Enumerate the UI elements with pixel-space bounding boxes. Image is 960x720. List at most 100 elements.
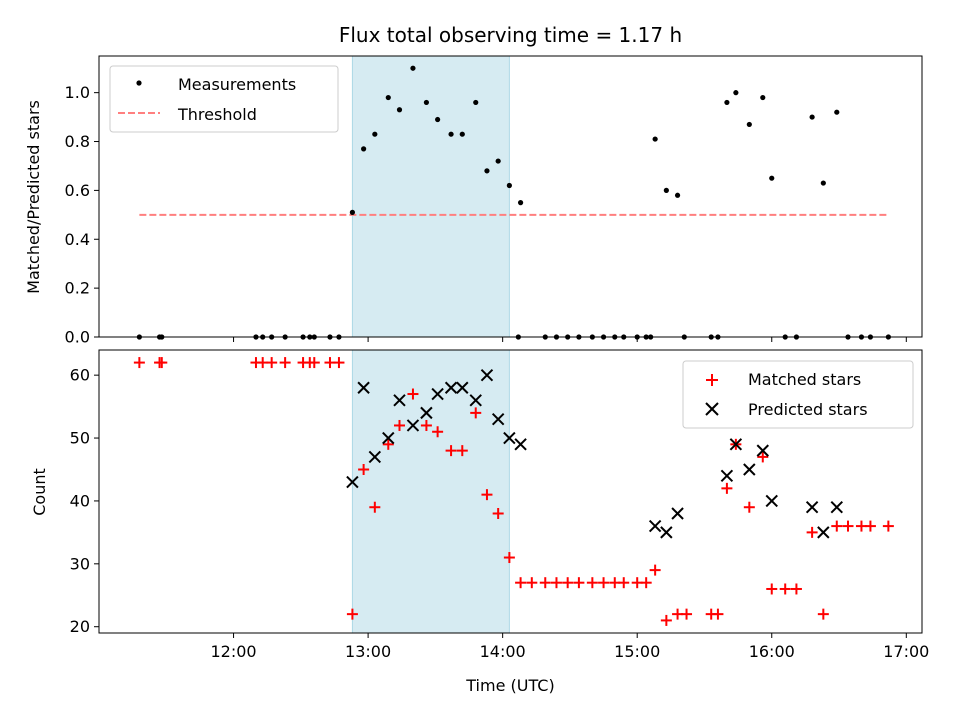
top-legend-box	[109, 65, 339, 133]
observing-span-top	[351, 55, 510, 338]
measurement-point	[760, 94, 766, 101]
matched-star-point	[279, 357, 291, 369]
y-tick-label: 0.8	[65, 132, 90, 151]
predicted-star-point	[420, 406, 433, 420]
predicted-star-point	[720, 469, 734, 482]
measurement-point	[733, 90, 739, 96]
matched-star-point	[407, 388, 419, 400]
bottom-x-ticks: 12:00 13:00 14:00 15:00 16:00 17:00	[210, 633, 929, 661]
measurement-point	[484, 168, 490, 174]
matched-star-point	[743, 501, 755, 513]
matched-star-point	[790, 583, 802, 595]
matched-star-point	[333, 357, 345, 369]
matched-star-point	[420, 419, 432, 431]
matched-star-point	[308, 357, 320, 369]
matched-star-point	[779, 583, 791, 595]
predicted-star-point	[648, 519, 662, 533]
y-tick-label: 0.6	[65, 181, 90, 200]
predicted-star-point	[346, 475, 359, 489]
predicted-star-point	[491, 412, 505, 426]
observing-span-band	[351, 349, 510, 634]
x-tick-label: 15:00	[614, 642, 660, 661]
predicted-star-point	[830, 501, 843, 514]
matched-star-point	[266, 357, 278, 369]
measurement-point	[809, 114, 815, 120]
chart-title: Flux total observing time = 1.17 h	[339, 23, 682, 47]
matched-star-point	[640, 577, 652, 589]
predicted-star-point	[660, 526, 673, 539]
predicted-star-point	[382, 431, 395, 445]
matched-star-point	[445, 445, 457, 457]
matched-star-point	[766, 583, 778, 595]
measurement-point	[435, 116, 441, 123]
threshold-legend-label: Threshold	[177, 105, 257, 124]
measurement-point	[495, 158, 501, 164]
top-y-ticks: 0.0 0.2 0.4 0.6 0.8 1.0	[65, 83, 99, 347]
predicted-star-point	[756, 444, 769, 457]
predicted-star-point	[357, 381, 370, 394]
x-tick-label: 12:00	[210, 642, 256, 661]
matched-star-point	[492, 508, 504, 520]
matched-star-point	[470, 407, 482, 419]
matched-star-point	[456, 445, 468, 457]
measurement-point	[674, 192, 681, 198]
predicted-star-point	[805, 501, 819, 514]
predicted-star-point	[671, 507, 684, 520]
matched-star-point	[481, 489, 493, 501]
x-axis-label: Time (UTC)	[465, 676, 554, 695]
matched-star-point	[503, 552, 515, 564]
matched-star-point	[156, 357, 168, 369]
bottom-panel: 20 30 40 50 60 12:00 13:00 14:00 15:00 16:00 17:0…	[30, 349, 929, 695]
matched-star-point	[369, 501, 381, 513]
top-panel: 0.0 0.2 0.4 0.6 0.8 1.0 Matched/Predicted sta…	[24, 55, 923, 347]
matched-star-point	[831, 520, 843, 532]
predicted-star-point	[480, 368, 494, 382]
measurement-point	[459, 131, 465, 137]
matched-star-point	[432, 426, 444, 438]
matched-star-point	[586, 577, 598, 589]
matched-star-point	[393, 419, 405, 431]
measurement-point	[506, 182, 512, 189]
measurement-point	[834, 109, 840, 115]
matched-star-point	[598, 577, 610, 589]
x-tick-label: 16:00	[749, 642, 795, 661]
y-tick-label: 20	[70, 617, 90, 636]
measurement-point	[448, 131, 454, 137]
measurement-point	[423, 99, 430, 106]
matched-star-point	[757, 451, 769, 463]
count-points	[133, 357, 894, 626]
predicted-star-point	[743, 463, 756, 476]
matched-star-point	[882, 520, 894, 532]
matched-star-point	[526, 577, 538, 589]
predicted-legend-label: Predicted stars	[748, 400, 868, 419]
measurement-point	[517, 200, 524, 206]
matched-star-point	[712, 608, 724, 620]
measurement-point	[820, 180, 826, 186]
bottom-y-axis-label: Count	[30, 468, 49, 516]
matched-star-point	[358, 463, 370, 475]
measurement-point	[396, 107, 403, 113]
matched-star-point	[573, 577, 585, 589]
y-tick-label: 50	[70, 429, 90, 448]
matched-star-point	[539, 577, 551, 589]
measurement-point	[372, 131, 378, 137]
predicted-star-point	[406, 419, 420, 432]
measurement-point	[746, 121, 752, 128]
bottom-plot-frame	[98, 349, 923, 634]
matched-star-point	[515, 577, 527, 589]
matched-star-point	[550, 577, 562, 589]
top-y-axis-label: Matched/Predicted stars	[24, 100, 43, 294]
y-tick-label: 40	[70, 491, 90, 510]
matched-star-point	[618, 577, 630, 589]
top-legend: Measurements Threshold	[109, 65, 339, 133]
bottom-legend: Matched stars Predicted stars	[682, 360, 914, 429]
measurement-point	[769, 175, 775, 181]
predicted-star-point	[393, 394, 406, 407]
bottom-legend-box	[682, 360, 914, 429]
matched-star-point	[660, 614, 672, 626]
measurement-point	[385, 94, 391, 101]
y-tick-label: 30	[70, 554, 90, 573]
measurement-point	[473, 99, 479, 106]
top-x-ticks	[233, 337, 907, 342]
